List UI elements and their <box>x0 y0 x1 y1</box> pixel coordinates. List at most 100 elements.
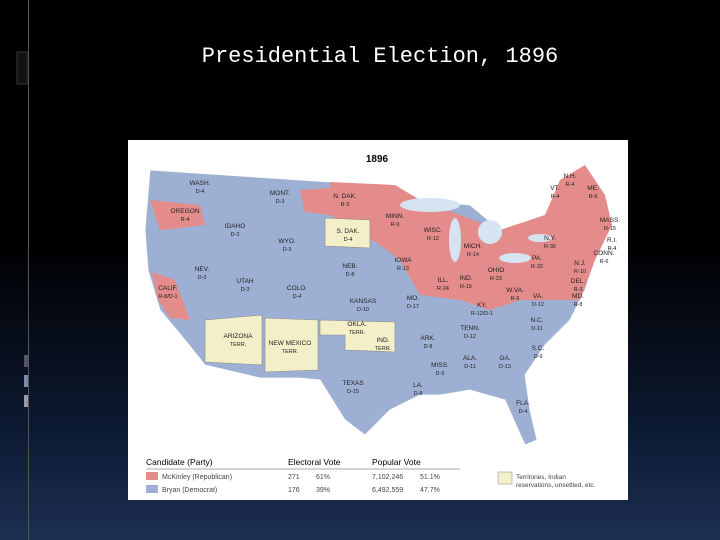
state-label: R-10 <box>574 269 586 275</box>
state-label: MINN. <box>386 213 405 220</box>
state-label: TERR. <box>230 342 247 348</box>
state-label: R-3 <box>574 287 583 293</box>
state-label: R-24 <box>437 286 449 292</box>
state-label: R-4 <box>181 217 190 223</box>
republican-region <box>150 200 205 230</box>
state-label: ARIZONA <box>224 333 254 340</box>
legend-cell: 61% <box>316 474 330 481</box>
state-label: COLO. <box>287 285 307 292</box>
state-label: R-23 <box>490 276 502 282</box>
state-label: WISC. <box>424 227 443 234</box>
legend-swatch <box>497 471 513 485</box>
state-label: R-4 <box>608 246 617 252</box>
legend-cell: 47.7% <box>420 487 440 494</box>
state-label: D-11 <box>464 364 476 370</box>
state-label: WYO. <box>278 238 296 245</box>
lake <box>478 220 502 244</box>
state-label: D-17 <box>407 304 419 310</box>
map: 1896 Candidate (Party) Electoral Vote Po… <box>128 140 628 500</box>
lake <box>499 253 531 263</box>
state-label: D-4 <box>344 237 353 243</box>
state-label: R-32 <box>531 264 543 270</box>
state-label: R-4 <box>566 182 575 188</box>
state-label: TEXAS <box>342 380 364 387</box>
state-label: R-8/D-1 <box>158 294 177 300</box>
state-label: ARK. <box>420 335 435 342</box>
state-label: ALA. <box>463 355 477 362</box>
state-label: N.J. <box>574 260 586 267</box>
state-label: R-9 <box>391 222 400 228</box>
state-label: D-10 <box>357 307 369 313</box>
territory <box>319 319 396 353</box>
state-label: IOWA <box>394 257 412 264</box>
legend-cell: 176 <box>288 487 300 494</box>
state-label: D-3 <box>276 199 285 205</box>
state-label: R-6 <box>511 296 520 302</box>
state-label: IND. <box>377 337 390 344</box>
state-label: CONN. <box>594 250 615 257</box>
legend-cell: 51.1% <box>420 474 440 481</box>
state-label: MASS. <box>600 217 620 224</box>
state-label: W.VA. <box>506 287 524 294</box>
state-label: D-4 <box>196 189 205 195</box>
state-label: D-9 <box>534 354 543 360</box>
legend-header: Candidate (Party) <box>146 457 213 467</box>
state-label: N.C. <box>531 317 544 324</box>
legend-header: Popular Vote <box>372 457 421 467</box>
state-label: D-4 <box>519 409 528 415</box>
state-label: UTAH <box>236 278 254 285</box>
state-label: R-12/D-1 <box>471 311 493 317</box>
state-label: TERR. <box>282 349 299 355</box>
state-label: S.C. <box>532 345 545 352</box>
decor-bar <box>16 51 28 85</box>
state-label: VT. <box>550 185 560 192</box>
state-label: WASH. <box>189 180 210 187</box>
state-label: R-6 <box>589 194 598 200</box>
state-label: FLA. <box>516 400 530 407</box>
legend-cell: McKinley (Republican) <box>162 474 232 481</box>
state-label: PA. <box>532 255 542 262</box>
territory <box>264 317 319 373</box>
legend-cell: 39% <box>316 487 330 494</box>
state-label: D-12 <box>464 334 476 340</box>
state-label: D-15 <box>347 389 359 395</box>
territory <box>324 217 371 249</box>
territory <box>204 314 263 366</box>
state-label: R-4 <box>551 194 560 200</box>
republican-region <box>152 272 190 320</box>
state-label: NEV. <box>195 266 210 273</box>
decor-bar <box>24 395 28 407</box>
legend-swatch <box>146 472 158 480</box>
decor-bar <box>24 355 28 367</box>
state-label: R-14 <box>467 252 479 258</box>
state-label: D-8 <box>346 272 355 278</box>
state-label: N. DAK. <box>333 193 357 200</box>
state-label: MD. <box>572 293 584 300</box>
state-label: N.H. <box>564 173 577 180</box>
republican-region <box>330 165 612 310</box>
state-label: CALIF. <box>158 285 178 292</box>
state-label: TERR. <box>375 346 392 352</box>
state-label: R-6 <box>600 259 609 265</box>
state-label: ME. <box>587 185 599 192</box>
legend-box <box>140 445 616 495</box>
state-label: TERR. <box>349 330 366 336</box>
republican-region <box>300 188 330 215</box>
state-label: R-15 <box>604 226 616 232</box>
state-label: MONT. <box>270 190 290 197</box>
state-label: R-3 <box>341 202 350 208</box>
state-label: D-11 <box>531 326 543 332</box>
lake <box>449 218 461 262</box>
state-label: R-8 <box>574 302 583 308</box>
legend-territories: reservations, unsettled, etc. <box>516 482 596 489</box>
legend-header: Electoral Vote <box>288 457 341 467</box>
state-label: KY. <box>477 302 487 309</box>
state-label: R-36 <box>544 244 556 250</box>
state-label: R.I. <box>607 237 617 244</box>
legend-swatch <box>146 485 158 493</box>
state-label: D-8 <box>424 344 433 350</box>
legend-cell: 6,492,559 <box>372 487 403 494</box>
state-label: OHIO <box>488 267 505 274</box>
state-label: D-3 <box>198 275 207 281</box>
state-label: D-4 <box>293 294 302 300</box>
